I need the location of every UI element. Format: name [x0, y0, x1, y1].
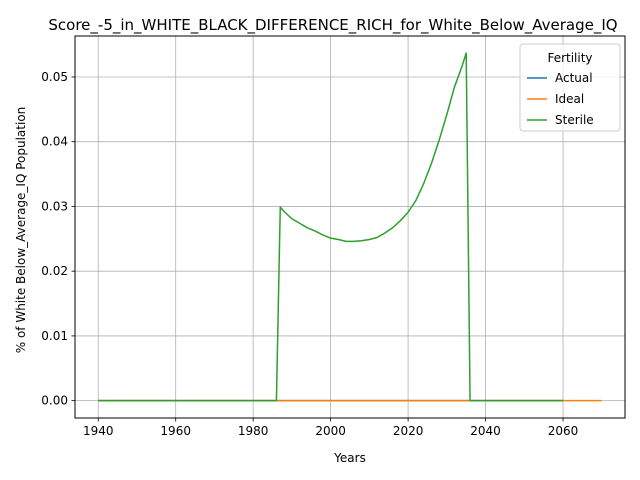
chart-title: Score_-5_in_WHITE_BLACK_DIFFERENCE_RICH_… [48, 16, 617, 35]
legend-label-ideal: Ideal [555, 92, 584, 106]
x-tick-label: 2020 [393, 424, 424, 438]
y-tick-label: 0.03 [41, 199, 68, 213]
x-axis-label: Years [333, 451, 366, 465]
y-axis-ticks: 0.00 0.01 0.02 0.03 0.04 0.05 [41, 70, 75, 408]
x-tick-label: 2060 [548, 424, 579, 438]
x-tick-label: 2040 [470, 424, 501, 438]
y-tick-label: 0.04 [41, 135, 68, 149]
legend-label-actual: Actual [555, 71, 593, 85]
legend-items: Actual Ideal Sterile [527, 71, 594, 127]
y-tick-label: 0.01 [41, 329, 68, 343]
x-tick-label: 1960 [160, 424, 191, 438]
x-tick-label: 2000 [315, 424, 346, 438]
y-tick-label: 0.02 [41, 264, 68, 278]
legend-box [519, 43, 621, 132]
x-tick-label: 1940 [83, 424, 114, 438]
y-axis-label: % of White Below_Average_IQ Population [14, 107, 28, 354]
plot-lines [98, 52, 602, 402]
series-line-sterile [98, 52, 564, 402]
y-tick-label: 0.05 [41, 70, 68, 84]
axes-frame [74, 35, 626, 419]
legend: Fertility Actual Ideal Sterile [519, 43, 621, 132]
legend-label-sterile: Sterile [555, 113, 594, 127]
x-tick-label: 1980 [238, 424, 269, 438]
y-tick-label: 0.00 [41, 394, 68, 408]
legend-title: Fertility [547, 51, 592, 65]
x-axis-ticks: 1940 1960 1980 2000 2020 2040 2060 [83, 418, 578, 438]
